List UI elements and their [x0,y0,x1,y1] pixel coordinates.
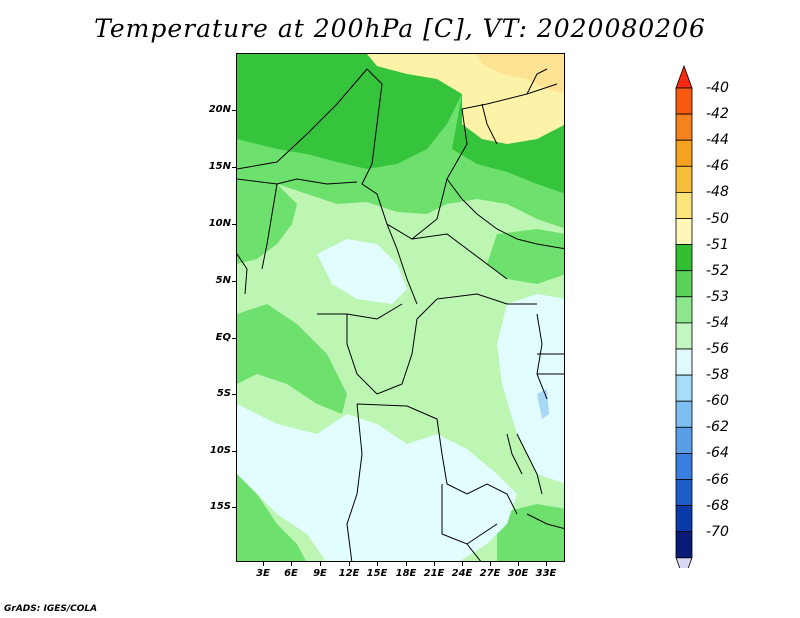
lon-label-30e: 30E [507,568,529,579]
lat-label-5n: 5N [215,275,231,286]
colorbar-swatch [675,165,693,193]
lon-label-15e: 15E [366,568,388,579]
colorbar-swatch [675,374,693,402]
colorbar-label: -48 [706,184,729,201]
colorbar-label: -54 [706,314,729,331]
lon-label-9e: 9E [313,568,327,579]
colorbar-swatch [675,87,693,115]
colorbar [675,64,693,568]
region-mid-green-west [237,184,297,264]
region-pale-cyan-center [317,239,407,304]
colorbar-swatch [675,113,693,141]
lon-tick [546,562,547,566]
lon-label-3e: 3E [256,568,270,579]
colorbar-label: -58 [706,367,729,384]
lon-tick [406,562,407,566]
lon-tick [490,562,491,566]
lat-label-eq: EQ [215,332,231,343]
temperature-map [237,54,564,561]
region-mid-green-coast [237,304,347,414]
lon-tick [434,562,435,566]
lon-tick [518,562,519,566]
colorbar-label: -68 [706,497,729,514]
lon-tick [263,562,264,566]
lon-label-27e: 27E [479,568,501,579]
region-mid-green-southwest [237,474,306,561]
region-yellow [477,54,564,94]
colorbar-label: -56 [706,341,729,357]
colorbar-swatch [675,322,693,350]
colorbar-swatch [675,270,693,298]
lat-tick [232,507,236,508]
colorbar-swatch [675,531,693,559]
lon-label-6e: 6E [284,568,298,579]
lat-tick [232,110,236,111]
lon-label-21e: 21E [423,568,445,579]
lon-tick [349,562,350,566]
lon-label-12e: 12E [338,568,360,579]
colorbar-label: -44 [706,132,729,149]
lon-label-24e: 24E [451,568,473,579]
grads-credit: GrADS: IGES/COLA [4,604,98,614]
country-borders [237,68,564,561]
lat-tick [232,451,236,452]
colorbar-swatch [675,191,693,219]
lat-label-5s: 5S [216,388,231,399]
lat-tick [232,338,236,339]
lat-label-15s: 15S [209,501,231,512]
lat-tick [232,167,236,168]
colorbar-label: -62 [706,419,729,436]
colorbar-swatch [675,244,693,272]
region-mid-green-east [487,229,564,284]
colorbar-swatch [675,505,693,533]
lon-tick [291,562,292,566]
lat-label-10s: 10S [209,445,231,456]
colorbar-swatch [675,348,693,376]
colorbar-label: -70 [706,523,729,540]
colorbar-swatch [675,296,693,324]
colorbar-top-triangle [675,64,693,89]
colorbar-label: -60 [706,393,729,410]
lat-label-15n: 15N [208,161,231,172]
lon-label-18e: 18E [395,568,417,579]
colorbar-swatch [675,479,693,507]
map-title: Temperature at 200hPa [C], VT: 202008020… [94,14,706,43]
lat-label-20n: 20N [208,104,231,115]
region-pale-cyan-east [497,294,564,484]
colorbar-swatch [675,400,693,428]
map-panel [236,53,565,562]
lat-tick [232,281,236,282]
lat-tick [232,224,236,225]
lon-tick [377,562,378,566]
colorbar-label: -46 [706,158,729,175]
colorbar-label: -40 [706,80,729,96]
lon-label-33e: 33E [535,568,557,579]
lat-label-10n: 10N [208,218,231,229]
colorbar-swatch [675,452,693,480]
colorbar-label: -50 [706,210,729,227]
colorbar-label: -42 [706,106,729,123]
colorbar-swatch [675,426,693,454]
lon-tick [320,562,321,566]
colorbar-swatch [675,139,693,167]
lat-tick [232,394,236,395]
colorbar-swatch [675,218,693,246]
colorbar-label: -66 [706,471,729,488]
lon-tick [462,562,463,566]
region-mid-green-southeast [497,504,564,561]
colorbar-label: -51 [706,236,729,253]
region-pale-cyan-south [237,404,517,561]
colorbar-bottom-triangle [675,557,693,568]
region-dark-green-nw [237,54,337,134]
colorbar-label: -53 [706,288,729,305]
colorbar-label: -52 [706,262,729,279]
colorbar-label: -64 [706,445,729,462]
